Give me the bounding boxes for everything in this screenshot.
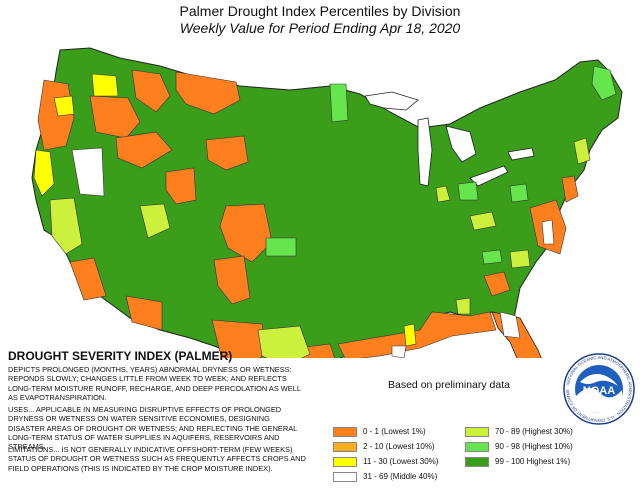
dry-utah (165, 167, 197, 205)
normal-southeast (499, 311, 521, 339)
map-title: Palmer Drought Index Percentiles by Divi… (179, 3, 461, 19)
legend-label: 90 - 98 (Highest 10%) (495, 442, 573, 451)
description-limitations: LIMITATIONS... IS NOT GENERALLY INDICATI… (8, 445, 306, 473)
lake-ontario (507, 147, 535, 161)
wet-tennessee (481, 249, 503, 265)
legend-swatch (333, 472, 357, 482)
lake-michigan (417, 117, 433, 187)
dry-new-mexico (213, 255, 251, 305)
wet-pennsylvania (509, 183, 529, 203)
wet-carolinas (509, 249, 531, 269)
wet-kansas (265, 237, 297, 257)
wet-new-england (573, 137, 591, 165)
wet-kentucky (469, 211, 497, 231)
dry-idaho (131, 69, 171, 113)
legend-label: 2 - 10 (Lowest 10%) (363, 442, 435, 451)
legend-swatch (333, 442, 357, 452)
lake-huron (445, 125, 477, 163)
description-uses: USES... APPLICABLE IN MEASURING DISRUPTI… (8, 405, 297, 452)
dry-california-south (69, 257, 107, 301)
legend-swatch (465, 427, 489, 437)
legend-label: 0 - 1 (Lowest 1%) (363, 427, 426, 436)
normal-nevada (71, 147, 105, 197)
wet-maine (591, 65, 617, 101)
normal-gulf-delta (391, 345, 407, 358)
dry-montana (175, 71, 241, 115)
wet-sierra (49, 197, 83, 255)
dry-gulf-coast (337, 311, 497, 358)
index-title: DROUGHT SEVERITY INDEX (PALMER) (8, 349, 233, 363)
lake-superior (364, 91, 419, 111)
contiguous-us (31, 47, 623, 358)
dry-west-texas (211, 319, 267, 358)
legend-label: 11 - 30 (Lowest 30%) (363, 457, 439, 466)
dry-arizona-south (125, 295, 163, 331)
dry-idaho-south (115, 131, 173, 169)
wet-ohio (435, 185, 451, 203)
noaa-logo: NOAA NATIONAL OCEANIC AND ATMOSPHERIC AD… (562, 352, 635, 425)
wet-georgia (455, 297, 471, 315)
legend-swatch (333, 427, 357, 437)
drought-map (31, 47, 623, 358)
dry-louisiana (403, 323, 417, 347)
dry-oregon-interior (89, 95, 141, 139)
logo-text: NOAA (583, 385, 615, 397)
dry-oregon-north (53, 95, 75, 117)
map-subtitle: Weekly Value for Period Ending Apr 18, 2… (179, 20, 461, 36)
wet-indiana (457, 181, 479, 201)
dry-california-coast (33, 149, 55, 197)
dry-washington (91, 73, 119, 97)
legend-swatch (465, 442, 489, 452)
dry-new-jersey (561, 175, 579, 203)
wet-texas (257, 325, 311, 358)
preliminary-note: Based on preliminary data (388, 379, 510, 391)
dry-wyoming (205, 135, 249, 171)
legend-label: 70 - 89 (Highest 30%) (495, 427, 573, 436)
wet-utah (139, 203, 171, 239)
dry-colorado (219, 203, 273, 263)
normal-chesapeake (541, 219, 555, 245)
dry-carolina (483, 271, 511, 297)
legend-label: 99 - 100 Highest 1%) (495, 457, 571, 466)
wet-minnesota (329, 83, 349, 123)
legend-label: 31 - 69 (Middle 40%) (363, 472, 438, 481)
legend-swatch (333, 457, 357, 467)
description-depicts: DEPICTS PROLONGED (MONTHS, YEARS) ABNORM… (8, 365, 301, 402)
legend-swatch (465, 457, 489, 467)
